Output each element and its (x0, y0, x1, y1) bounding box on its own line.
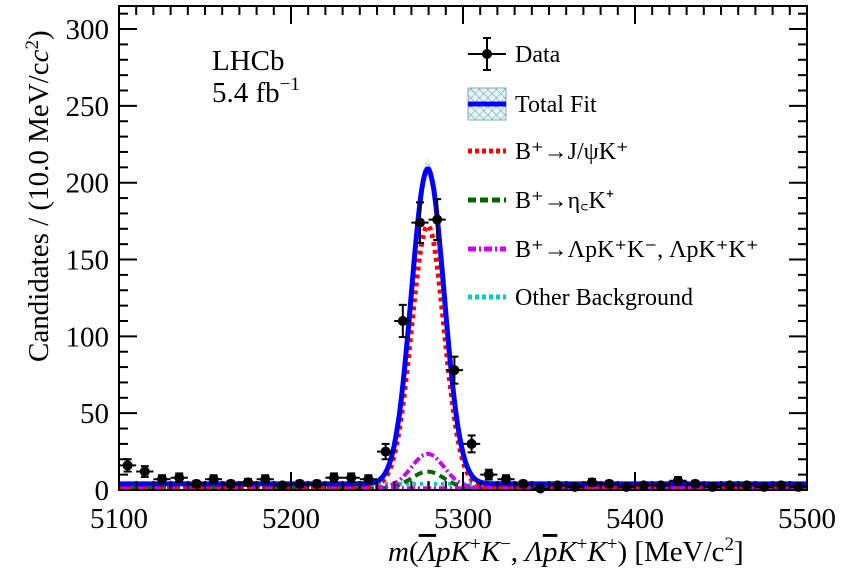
plot-area (119, 158, 807, 494)
luminosity-label: 5.4 fb−1 (212, 74, 300, 109)
x-axis-title: m(ΛpK+K−, ΛpK+K+) [MeV/c2] (388, 534, 744, 568)
x-tick-label: 5200 (262, 503, 320, 535)
experiment-label: LHCb (212, 45, 285, 77)
data-point (721, 480, 739, 491)
data-point (256, 474, 274, 485)
x-tick-label: 5100 (90, 503, 148, 535)
data-point (583, 477, 601, 488)
x-tick-label: 5500 (778, 503, 836, 535)
data-point (205, 474, 223, 485)
data-point (273, 480, 291, 491)
legend-entry: Other Background (468, 285, 693, 311)
data-point (308, 478, 326, 489)
data-point (600, 478, 618, 489)
legend-entry: B⁺→J/ψK⁺ (468, 139, 629, 165)
data-point (445, 355, 463, 385)
data-point (359, 474, 377, 485)
y-tick-label: 0 (95, 475, 110, 507)
data-point (377, 442, 395, 461)
data-point (686, 478, 704, 489)
x-tick-label: 5300 (434, 503, 492, 535)
x-tick-label: 5400 (606, 503, 664, 535)
y-axis-title: Candidates / (10.0 MeV/cc2) (22, 30, 55, 362)
legend-label: Total Fit (515, 92, 597, 118)
data-point (325, 472, 343, 484)
data-point (652, 480, 670, 491)
legend-entry: Data (468, 37, 561, 71)
data-point (463, 434, 481, 454)
data-point (772, 480, 790, 491)
legend-entry: Total Fit (467, 87, 597, 121)
data-point (411, 201, 429, 244)
y-tick-label: 100 (66, 321, 110, 353)
legend-label: Other Background (515, 285, 693, 311)
data-point (291, 478, 309, 489)
y-tick-label: 250 (66, 91, 110, 123)
y-tick-label: 150 (66, 245, 110, 277)
data-point (669, 475, 687, 486)
data-point (394, 303, 412, 339)
data-point (170, 472, 188, 484)
y-tick-label: 50 (80, 398, 109, 430)
data-point (187, 478, 205, 489)
data-point (136, 465, 154, 478)
legend-label: Data (515, 42, 561, 68)
total-fit-band (119, 158, 807, 486)
legend-label: B⁺→ΛpK⁺K⁻, ΛpK⁺K⁺ (515, 237, 758, 263)
legend: Data Total Fit B⁺→J/ψK⁺ B⁺→η꜀K⁺ B⁺→ΛpK⁺K⁻, Λ… (467, 37, 758, 311)
data-point (153, 474, 171, 485)
data-point (497, 474, 515, 485)
axes: 5100 5200 5300 5400 5500 0 50 100 150 200 250 300 (66, 5, 836, 535)
y-tick-label: 200 (66, 168, 110, 200)
data-point (514, 478, 532, 489)
data-point (480, 468, 498, 481)
data-point (342, 472, 360, 484)
data-point (239, 477, 257, 488)
data-point (428, 198, 446, 242)
data-point (119, 458, 137, 473)
data-point (222, 478, 240, 489)
data-point (549, 480, 567, 491)
legend-entry: B⁺→ΛpK⁺K⁻, ΛpK⁺K⁺ (468, 237, 758, 263)
legend-label: B⁺→J/ψK⁺ (515, 139, 629, 165)
y-tick-label: 300 (66, 14, 110, 46)
legend-label: B⁺→η꜀K⁺ (515, 188, 614, 214)
data-point (635, 480, 653, 491)
data-point (738, 480, 756, 491)
legend-entry: B⁺→η꜀K⁺ (468, 188, 614, 214)
series-total-fit (119, 166, 807, 487)
